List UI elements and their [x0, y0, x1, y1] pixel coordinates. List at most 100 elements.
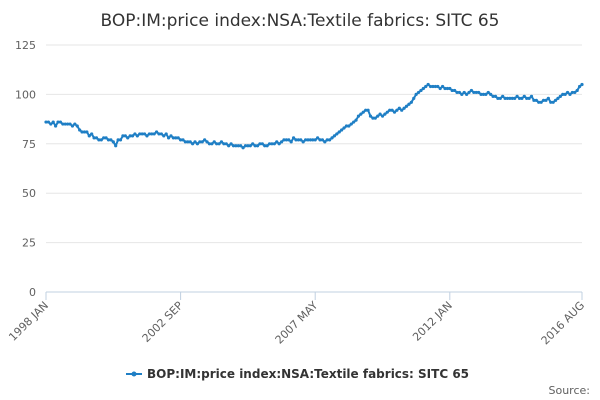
data-point[interactable]	[58, 120, 63, 124]
data-point[interactable]	[368, 114, 373, 118]
data-point[interactable]	[198, 140, 202, 144]
data-point[interactable]	[308, 138, 312, 142]
data-point[interactable]	[90, 132, 94, 136]
data-point[interactable]	[330, 136, 334, 140]
data-point[interactable]	[556, 96, 560, 100]
data-point[interactable]	[390, 108, 394, 112]
data-point[interactable]	[376, 114, 380, 118]
data-point[interactable]	[361, 110, 365, 114]
data-point[interactable]	[479, 92, 483, 96]
data-point[interactable]	[128, 134, 132, 138]
data-point[interactable]	[51, 120, 55, 124]
data-point[interactable]	[215, 142, 219, 146]
data-point[interactable]	[301, 140, 305, 144]
data-point[interactable]	[565, 90, 570, 95]
data-point[interactable]	[431, 84, 435, 89]
data-point[interactable]	[82, 130, 87, 134]
data-point[interactable]	[380, 114, 385, 118]
data-point[interactable]	[99, 138, 103, 142]
data-point[interactable]	[575, 88, 579, 93]
data-point[interactable]	[306, 138, 310, 142]
data-point[interactable]	[366, 108, 370, 112]
data-point[interactable]	[130, 134, 135, 138]
data-point[interactable]	[87, 134, 91, 138]
data-point[interactable]	[465, 92, 469, 96]
data-point[interactable]	[340, 128, 344, 132]
data-point[interactable]	[150, 132, 154, 136]
data-point[interactable]	[364, 108, 368, 112]
data-point[interactable]	[296, 138, 300, 142]
data-point[interactable]	[92, 136, 96, 140]
data-point[interactable]	[253, 144, 257, 148]
data-point[interactable]	[493, 94, 498, 98]
data-point[interactable]	[147, 132, 151, 136]
data-point[interactable]	[236, 144, 240, 148]
data-point[interactable]	[388, 108, 392, 112]
data-point[interactable]	[527, 96, 531, 100]
data-point[interactable]	[318, 138, 322, 142]
data-point[interactable]	[104, 136, 108, 140]
data-point[interactable]	[210, 142, 214, 146]
data-point[interactable]	[323, 140, 327, 144]
data-point[interactable]	[453, 88, 457, 93]
data-point[interactable]	[385, 110, 389, 114]
data-point[interactable]	[541, 98, 546, 102]
data-point[interactable]	[133, 132, 137, 136]
data-point[interactable]	[400, 108, 404, 112]
data-point[interactable]	[94, 136, 99, 140]
data-point[interactable]	[203, 138, 207, 142]
data-point[interactable]	[191, 142, 195, 146]
data-point[interactable]	[472, 90, 476, 95]
data-point[interactable]	[207, 142, 212, 146]
data-point[interactable]	[123, 134, 127, 138]
data-point[interactable]	[414, 92, 418, 96]
data-point[interactable]	[291, 136, 296, 140]
data-point[interactable]	[135, 134, 139, 138]
data-point[interactable]	[520, 96, 524, 100]
data-point[interactable]	[140, 132, 144, 136]
data-point[interactable]	[421, 86, 425, 91]
data-point[interactable]	[349, 122, 353, 126]
data-point[interactable]	[251, 142, 255, 146]
data-point[interactable]	[299, 138, 303, 142]
data-point[interactable]	[440, 84, 445, 89]
data-point[interactable]	[78, 128, 82, 132]
data-point[interactable]	[510, 96, 514, 100]
data-point[interactable]	[313, 138, 317, 142]
data-point[interactable]	[68, 122, 72, 126]
data-point[interactable]	[164, 132, 168, 136]
data-point[interactable]	[561, 92, 565, 96]
data-point[interactable]	[241, 146, 245, 150]
data-point[interactable]	[193, 140, 197, 144]
data-point[interactable]	[486, 90, 490, 95]
data-point[interactable]	[477, 90, 481, 95]
data-point[interactable]	[407, 102, 411, 106]
data-point[interactable]	[54, 124, 58, 128]
data-point[interactable]	[282, 138, 286, 142]
data-point[interactable]	[498, 96, 502, 100]
data-point[interactable]	[176, 136, 180, 140]
data-point[interactable]	[154, 130, 159, 134]
data-point[interactable]	[491, 94, 495, 98]
data-point[interactable]	[229, 142, 233, 146]
data-point[interactable]	[448, 86, 452, 91]
data-point[interactable]	[342, 126, 346, 130]
data-point[interactable]	[239, 144, 243, 148]
data-point[interactable]	[166, 136, 171, 140]
data-point[interactable]	[258, 142, 262, 146]
data-point[interactable]	[265, 144, 269, 148]
data-point[interactable]	[404, 104, 409, 108]
data-point[interactable]	[118, 138, 123, 142]
data-point[interactable]	[80, 130, 84, 134]
data-point[interactable]	[289, 140, 293, 144]
data-point[interactable]	[544, 98, 548, 102]
data-point[interactable]	[438, 86, 442, 91]
data-point[interactable]	[212, 140, 216, 144]
data-point[interactable]	[287, 138, 291, 142]
data-point[interactable]	[145, 134, 149, 138]
data-point[interactable]	[558, 94, 562, 98]
data-point[interactable]	[260, 142, 264, 146]
data-point[interactable]	[97, 138, 101, 142]
data-point[interactable]	[195, 142, 200, 146]
data-point[interactable]	[383, 112, 387, 116]
